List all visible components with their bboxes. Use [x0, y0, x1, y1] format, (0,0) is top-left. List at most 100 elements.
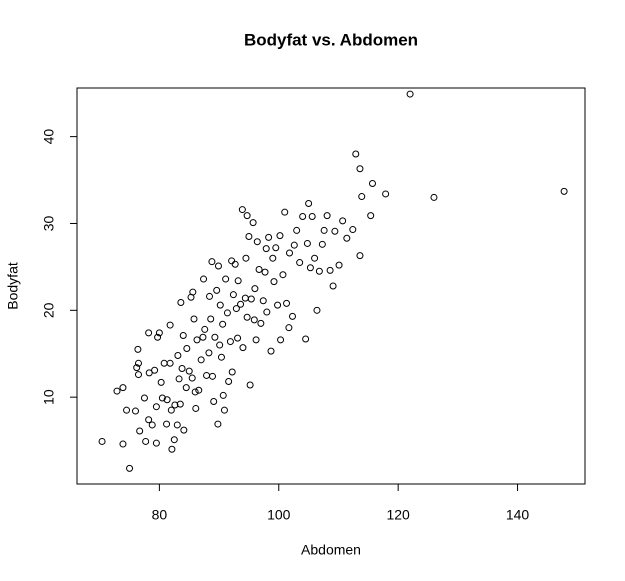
point [247, 295, 255, 303]
point [217, 353, 225, 361]
point [195, 386, 203, 394]
point [214, 262, 222, 270]
point [134, 371, 142, 379]
y-tick-label: 30 [41, 215, 57, 231]
point [243, 212, 251, 220]
point [331, 227, 339, 235]
y-axis-label: Bodyfat [5, 262, 21, 310]
point [320, 226, 328, 234]
y-tick-label: 10 [41, 389, 57, 405]
point [225, 378, 233, 386]
point [315, 267, 323, 275]
point [251, 285, 259, 293]
point [285, 324, 293, 332]
point [113, 387, 121, 395]
point [262, 245, 270, 253]
point [176, 400, 184, 408]
point [257, 319, 265, 327]
point [326, 266, 334, 274]
point [211, 333, 219, 341]
point [216, 301, 224, 309]
point [200, 275, 208, 283]
point [209, 372, 217, 380]
point [207, 315, 215, 323]
point [252, 336, 260, 344]
point [250, 316, 258, 324]
y-tick-label: 40 [41, 129, 57, 145]
point [318, 240, 326, 248]
point [430, 193, 438, 201]
point [308, 213, 316, 221]
point [201, 325, 209, 333]
point [283, 299, 291, 307]
point [213, 286, 221, 294]
point [265, 233, 273, 241]
point [356, 252, 364, 260]
point [323, 212, 331, 220]
x-tick-label: 140 [506, 507, 530, 523]
point [168, 445, 176, 453]
point [288, 312, 296, 320]
chart-title: Bodyfat vs. Abdomen [244, 30, 418, 49]
point [277, 336, 285, 344]
y-tick-label: 20 [41, 302, 57, 318]
point [166, 321, 174, 329]
point [179, 332, 187, 339]
point [210, 398, 218, 405]
point [220, 406, 228, 414]
point [189, 288, 197, 296]
point [382, 190, 390, 198]
point [329, 282, 337, 290]
point [255, 266, 263, 273]
point [157, 378, 165, 386]
point [177, 299, 185, 306]
point [335, 261, 343, 269]
point [163, 420, 171, 428]
point [343, 234, 351, 242]
point [249, 219, 257, 227]
point [134, 359, 142, 367]
point [339, 217, 347, 225]
point [188, 374, 196, 382]
point [279, 271, 287, 279]
point [182, 384, 190, 392]
point [203, 371, 211, 379]
point [219, 320, 227, 328]
point [313, 306, 321, 314]
point [160, 359, 168, 367]
point [173, 421, 181, 429]
point [126, 464, 134, 472]
point [246, 381, 254, 389]
point [234, 277, 242, 285]
point [306, 264, 314, 272]
point [199, 333, 207, 341]
point [228, 257, 236, 265]
point [163, 396, 171, 404]
point [219, 391, 227, 399]
point [208, 258, 216, 266]
point [368, 180, 376, 188]
point [205, 349, 213, 357]
point [140, 394, 148, 402]
point [214, 420, 222, 428]
point [358, 193, 366, 201]
point [299, 213, 307, 221]
point [267, 347, 275, 355]
point [148, 421, 156, 429]
point [243, 313, 251, 321]
x-tick-label: 100 [267, 507, 291, 523]
point [190, 315, 198, 323]
point [123, 406, 131, 414]
point [263, 308, 271, 316]
point [239, 344, 247, 352]
point [180, 426, 188, 434]
point [133, 364, 141, 372]
point [281, 208, 289, 216]
point [352, 150, 360, 158]
point [270, 278, 278, 286]
point [155, 329, 163, 337]
point [134, 345, 142, 353]
point [152, 403, 160, 411]
